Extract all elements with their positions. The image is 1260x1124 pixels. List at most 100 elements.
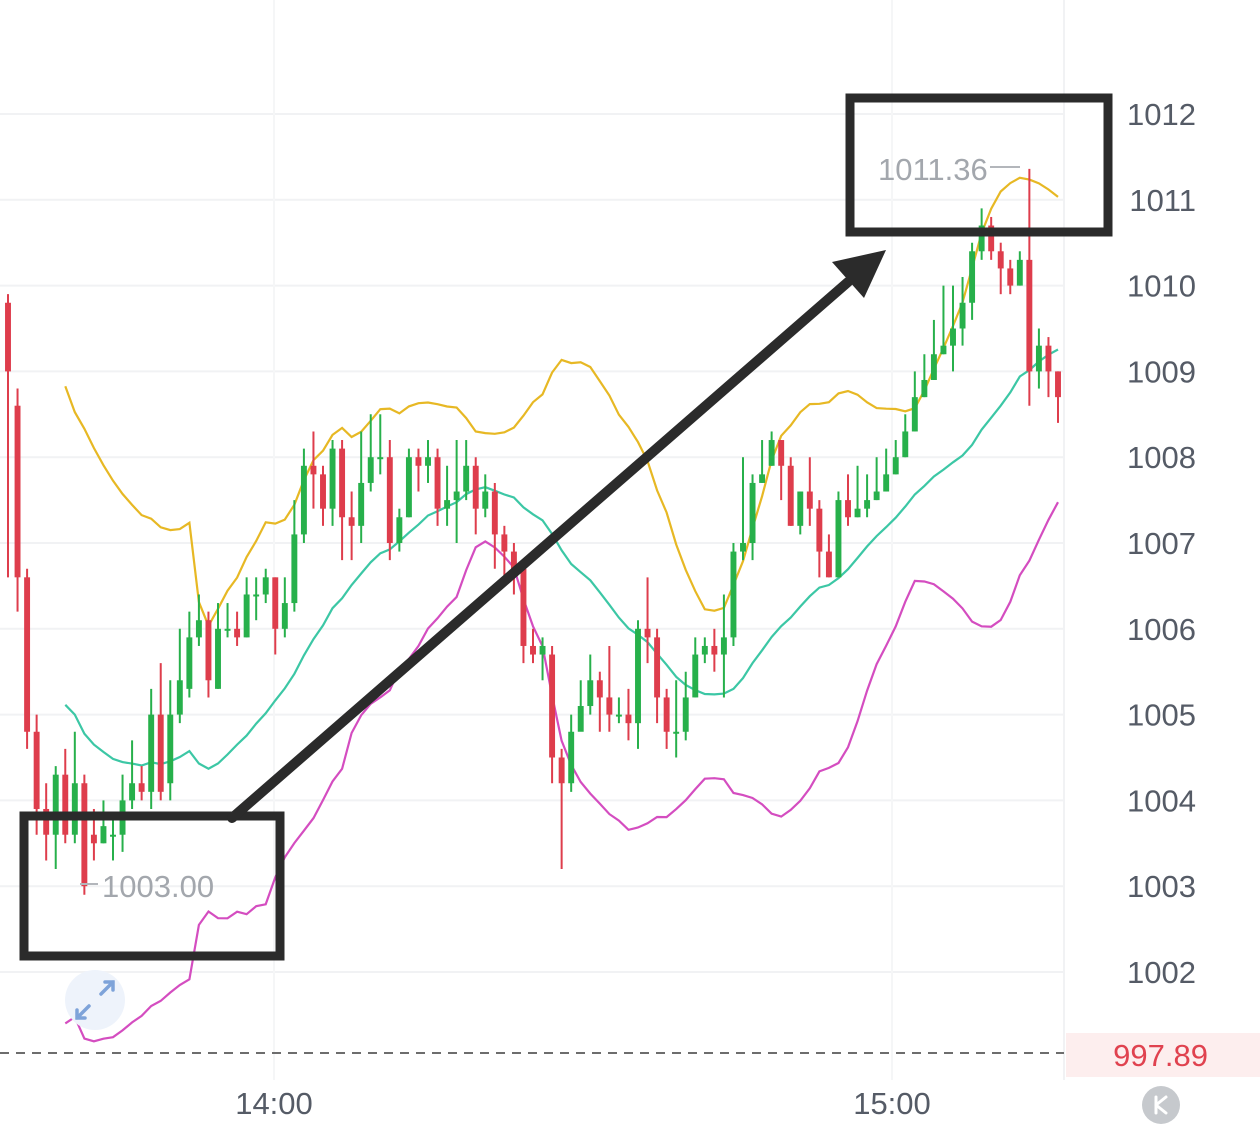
candle-body [701,645,708,655]
candle-body [577,706,584,732]
candle-body [825,551,832,578]
candle-body [1055,371,1061,398]
candle-body [348,517,355,526]
candle-body [100,826,107,844]
candle-body [768,440,775,466]
candle [654,628,661,724]
candle [463,440,470,501]
candle-body [272,577,279,629]
candle-body [1026,259,1033,372]
candle-body [806,491,813,509]
candle-body [482,491,489,509]
candle [24,568,31,749]
candle-body [405,457,412,518]
candle [892,440,899,475]
candle [81,774,88,895]
candle [444,465,451,526]
candle [883,448,890,492]
candle-body [740,543,746,552]
candle-body [692,654,699,698]
candle [864,474,871,518]
candle-body [711,645,718,655]
candle-body [386,457,393,543]
candle [615,697,622,724]
candle-body [997,251,1004,269]
candle-body [625,714,632,724]
candle [167,680,174,801]
candle-body [911,397,918,432]
candle-body [281,603,288,629]
candle [129,740,136,809]
candle-body [62,774,69,835]
candle [348,491,355,561]
candle [195,594,202,646]
candle [825,534,832,578]
y-tick-label: 1009 [1127,354,1196,389]
candle-body [310,465,317,475]
candle-body [969,251,976,303]
low-highlight-box [19,811,285,961]
candle-body [396,517,403,543]
candle [930,319,937,380]
y-tick-label: 1003 [1127,869,1196,904]
y-tick-label: 1012 [1127,97,1196,132]
candle-body [463,465,470,492]
candle [310,431,317,509]
collapse-icon[interactable] [65,970,125,1030]
candle-body [377,457,384,460]
candle [215,603,221,689]
last-price-label: 997.89 [1113,1038,1208,1073]
candle-body [950,328,956,346]
candle-body [568,731,575,784]
candle-body [339,448,346,518]
chart-mode-icon[interactable] [1142,1086,1180,1124]
candle-body [367,457,374,483]
candle-body [434,457,441,509]
candle [749,474,756,561]
candle [281,577,288,638]
candle [434,448,441,526]
candle-body [253,594,260,597]
candle-body [33,731,40,809]
candle [692,637,699,698]
candle-body [472,465,479,509]
candle-body [749,482,756,543]
x-tick-label: 15:00 [853,1086,931,1121]
candle [816,500,823,578]
candle [797,491,804,535]
y-tick-label: 1004 [1127,783,1196,818]
candle-body [892,457,899,475]
y-tick-label: 1005 [1127,698,1196,733]
candle-body [148,714,155,792]
candle [577,680,584,732]
candle [1055,371,1061,423]
candle [635,620,641,749]
candle [272,577,279,655]
candle-body [596,680,603,698]
upper-band-line [64,176,1059,629]
candle-body [1035,345,1042,372]
candle [501,525,508,578]
candle-body [291,534,298,604]
candle [320,465,326,526]
candle-body [644,628,651,638]
candle-body [52,774,59,835]
candle-body [930,354,937,380]
candle-body [243,594,250,638]
candle [740,457,746,561]
candle [682,671,689,741]
candle [663,688,670,749]
y-tick-label: 1007 [1127,526,1196,561]
candle [730,543,737,646]
candle-body [1016,259,1023,286]
candle-body [902,431,909,458]
candle [530,628,536,664]
candle-body [491,491,498,535]
candle [921,354,928,398]
candle-body [234,628,241,638]
candle-body [520,568,527,646]
x-axis-labels: 14:00 15:00 [235,1086,931,1121]
candle [453,440,460,543]
candle [997,242,1004,295]
candle [1045,337,1052,398]
